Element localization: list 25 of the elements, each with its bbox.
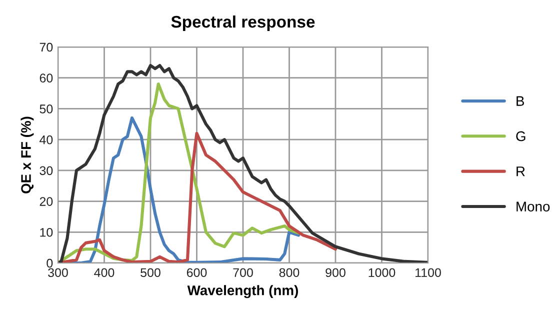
y-tick-label: 50 bbox=[40, 104, 53, 114]
legend-label: B bbox=[516, 96, 524, 106]
x-tick-label: 500 bbox=[140, 268, 160, 278]
chart-title: Spectral response bbox=[171, 15, 315, 32]
x-tick-label: 400 bbox=[94, 268, 114, 278]
legend-label: R bbox=[516, 166, 525, 176]
y-tick-label: 60 bbox=[40, 74, 53, 83]
x-tick-label: 1100 bbox=[416, 268, 441, 278]
y-tick-label: 30 bbox=[40, 166, 53, 176]
x-tick-label: 300 bbox=[48, 268, 68, 278]
legend-label: Mono bbox=[516, 202, 550, 212]
y-tick-label: 0 bbox=[46, 258, 53, 268]
line-series bbox=[58, 82, 300, 263]
x-tick-label: 900 bbox=[326, 268, 346, 278]
x-axis-title: Wavelength (nm) bbox=[187, 285, 298, 298]
x-tick-label: 1000 bbox=[368, 268, 396, 278]
y-tick-label: 10 bbox=[40, 228, 53, 237]
y-axis-title: QE x FF (%) bbox=[20, 116, 34, 194]
y-tick-label: 40 bbox=[40, 135, 53, 144]
y-tick-label: 70 bbox=[40, 42, 53, 52]
y-tick-label: 20 bbox=[40, 197, 53, 206]
x-tick-label: 600 bbox=[186, 268, 207, 278]
x-tick-label: 800 bbox=[279, 268, 300, 278]
legend-label: G bbox=[516, 131, 526, 142]
x-tick-label: 700 bbox=[233, 268, 253, 278]
